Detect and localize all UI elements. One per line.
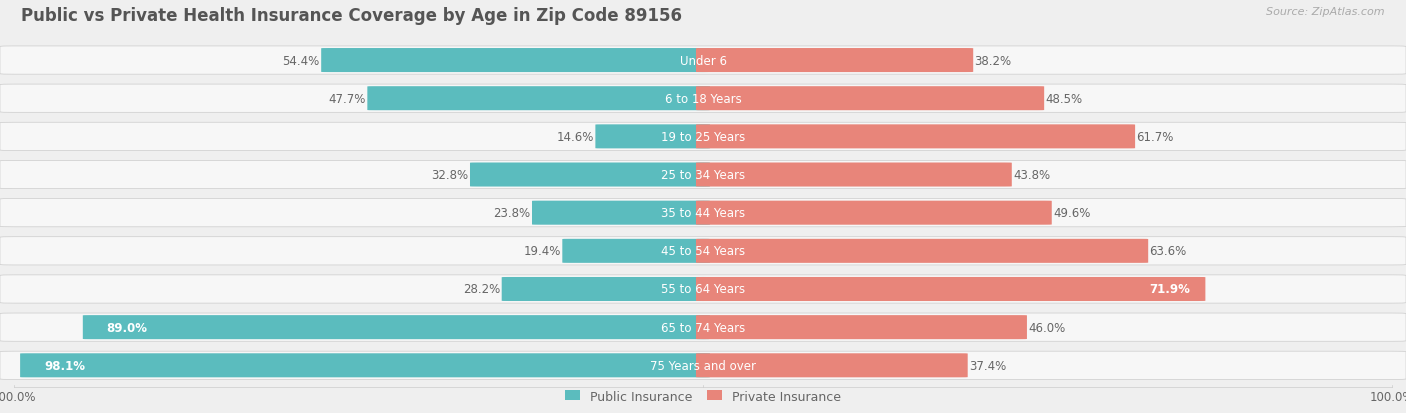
FancyBboxPatch shape: [0, 351, 1406, 380]
FancyBboxPatch shape: [83, 316, 710, 339]
FancyBboxPatch shape: [0, 161, 1406, 189]
Text: Under 6: Under 6: [679, 55, 727, 67]
Text: 35 to 44 Years: 35 to 44 Years: [661, 206, 745, 220]
Text: 61.7%: 61.7%: [1136, 131, 1174, 143]
FancyBboxPatch shape: [0, 275, 1406, 304]
FancyBboxPatch shape: [696, 125, 1135, 149]
FancyBboxPatch shape: [470, 163, 710, 187]
Text: 63.6%: 63.6%: [1150, 245, 1187, 258]
Text: 43.8%: 43.8%: [1014, 169, 1050, 182]
Text: 23.8%: 23.8%: [494, 206, 530, 220]
Text: 19 to 25 Years: 19 to 25 Years: [661, 131, 745, 143]
FancyBboxPatch shape: [0, 85, 1406, 113]
Text: 19.4%: 19.4%: [523, 245, 561, 258]
Text: 100.0%: 100.0%: [1369, 391, 1406, 404]
Text: 71.9%: 71.9%: [1149, 283, 1189, 296]
Text: 46.0%: 46.0%: [1028, 321, 1066, 334]
FancyBboxPatch shape: [696, 239, 1149, 263]
FancyBboxPatch shape: [20, 354, 710, 377]
FancyBboxPatch shape: [696, 87, 1045, 111]
Text: 55 to 64 Years: 55 to 64 Years: [661, 283, 745, 296]
Text: 47.7%: 47.7%: [329, 93, 366, 105]
FancyBboxPatch shape: [321, 49, 710, 73]
Text: 45 to 54 Years: 45 to 54 Years: [661, 245, 745, 258]
FancyBboxPatch shape: [0, 237, 1406, 265]
Text: 98.1%: 98.1%: [44, 359, 84, 372]
Text: 6 to 18 Years: 6 to 18 Years: [665, 93, 741, 105]
FancyBboxPatch shape: [562, 239, 710, 263]
Legend: Public Insurance, Private Insurance: Public Insurance, Private Insurance: [565, 390, 841, 403]
Text: 25 to 34 Years: 25 to 34 Years: [661, 169, 745, 182]
Text: 28.2%: 28.2%: [463, 283, 501, 296]
FancyBboxPatch shape: [696, 354, 967, 377]
FancyBboxPatch shape: [367, 87, 710, 111]
Text: 100.0%: 100.0%: [0, 391, 37, 404]
FancyBboxPatch shape: [595, 125, 710, 149]
FancyBboxPatch shape: [696, 49, 973, 73]
FancyBboxPatch shape: [502, 277, 710, 301]
FancyBboxPatch shape: [0, 313, 1406, 342]
Text: 32.8%: 32.8%: [432, 169, 468, 182]
Text: Public vs Private Health Insurance Coverage by Age in Zip Code 89156: Public vs Private Health Insurance Cover…: [21, 7, 682, 25]
FancyBboxPatch shape: [531, 201, 710, 225]
Text: 48.5%: 48.5%: [1046, 93, 1083, 105]
Text: 37.4%: 37.4%: [969, 359, 1007, 372]
FancyBboxPatch shape: [696, 163, 1012, 187]
FancyBboxPatch shape: [696, 316, 1026, 339]
FancyBboxPatch shape: [696, 201, 1052, 225]
FancyBboxPatch shape: [0, 199, 1406, 227]
Text: 14.6%: 14.6%: [557, 131, 593, 143]
Text: 89.0%: 89.0%: [107, 321, 148, 334]
FancyBboxPatch shape: [0, 123, 1406, 151]
Text: 38.2%: 38.2%: [974, 55, 1012, 67]
Text: Source: ZipAtlas.com: Source: ZipAtlas.com: [1267, 7, 1385, 17]
Text: 65 to 74 Years: 65 to 74 Years: [661, 321, 745, 334]
FancyBboxPatch shape: [0, 47, 1406, 75]
Text: 49.6%: 49.6%: [1053, 206, 1091, 220]
Text: 75 Years and over: 75 Years and over: [650, 359, 756, 372]
FancyBboxPatch shape: [696, 277, 1205, 301]
Text: 54.4%: 54.4%: [283, 55, 319, 67]
